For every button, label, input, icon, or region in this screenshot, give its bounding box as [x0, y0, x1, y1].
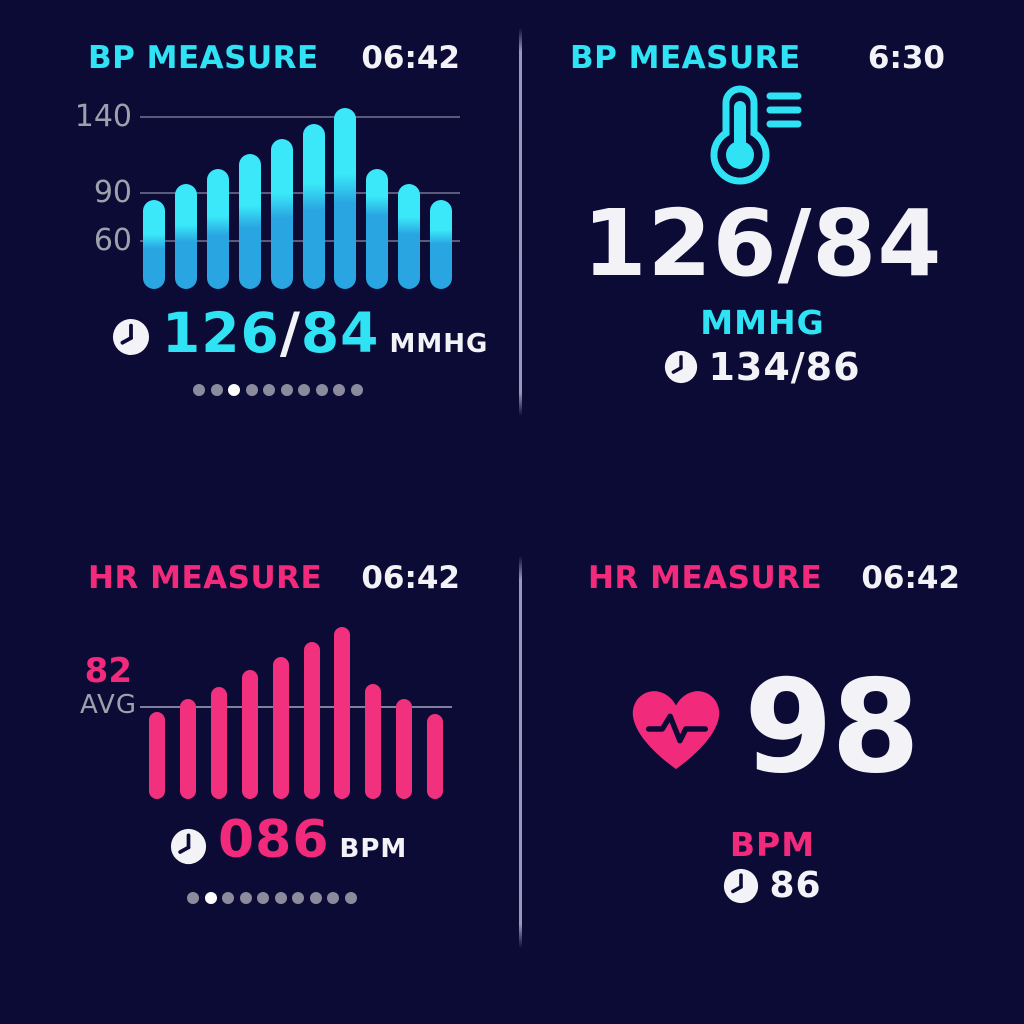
hr-reading-unit: BPM — [339, 834, 408, 864]
page-dot-active[interactable] — [228, 384, 241, 396]
hr-value-time: 06:42 — [861, 560, 960, 596]
hr-chart-time: 06:42 — [361, 560, 460, 596]
bp-main-value: 126/84 — [582, 190, 943, 297]
bp-bar — [174, 184, 197, 289]
bp-gridline-140 — [140, 116, 460, 118]
bp-last-reading: 134/86 — [530, 348, 995, 386]
heart-pulse-icon — [626, 684, 726, 774]
bp-reading: 126 / 84 MMHG — [162, 306, 488, 361]
clock-icon — [170, 828, 207, 865]
hr-page-indicator — [80, 892, 464, 904]
clock-icon — [723, 868, 759, 904]
bp-bar — [238, 154, 261, 289]
page-dot[interactable] — [350, 384, 363, 396]
bp-reading-unit: MMHG — [389, 329, 489, 359]
hr-bar — [149, 712, 165, 799]
bp-bar — [206, 169, 229, 289]
hr-last-reading: 86 — [540, 868, 1005, 904]
bp-bar — [302, 123, 325, 289]
bp-systolic-value: 126 — [162, 301, 280, 365]
hr-bar — [303, 641, 320, 799]
hr-last-value: 86 — [769, 865, 822, 906]
hr-bar — [334, 626, 351, 799]
bp-gridline-60 — [140, 240, 460, 242]
page-dot[interactable] — [222, 892, 235, 904]
hr-bar-chart — [86, 620, 470, 800]
bp-gridline-90 — [140, 192, 460, 194]
bp-bar — [430, 199, 453, 289]
page-dot[interactable] — [315, 384, 328, 396]
clock-icon — [112, 318, 150, 356]
bp-ytick-140: 140 — [74, 99, 132, 134]
clock-icon — [664, 350, 698, 384]
hr-bar — [272, 656, 289, 799]
bp-ytick-90: 90 — [93, 175, 132, 210]
hr-reading: 086 BPM — [218, 814, 407, 866]
hr-reading-value: 086 — [218, 810, 330, 870]
page-dot[interactable] — [274, 892, 287, 904]
hr-bar — [241, 670, 258, 799]
bp-monitor-icon — [702, 85, 814, 187]
hr-bar — [179, 698, 196, 799]
page-dot[interactable] — [245, 384, 258, 396]
bp-bar — [334, 108, 357, 289]
page-dot[interactable] — [187, 892, 200, 904]
page-dot[interactable] — [263, 384, 276, 396]
bp-chart-title: BP MEASURE — [88, 40, 319, 76]
hr-chart-title: HR MEASURE — [88, 560, 323, 596]
page-dot[interactable] — [210, 384, 223, 396]
bp-bar — [270, 138, 293, 289]
hr-main-value: 98 — [744, 653, 920, 802]
bp-value-title: BP MEASURE — [570, 40, 801, 76]
bp-bar-chart — [86, 100, 470, 295]
vertical-divider-bottom — [519, 556, 522, 948]
bp-last-value: 134/86 — [708, 345, 861, 389]
hr-bar — [365, 683, 382, 799]
page-dot[interactable] — [257, 892, 270, 904]
bp-reading-separator: / — [279, 301, 301, 365]
bp-bar — [143, 199, 165, 289]
page-dot[interactable] — [239, 892, 252, 904]
hr-avg-line — [140, 706, 452, 708]
hr-value-title: HR MEASURE — [588, 560, 823, 596]
page-dot[interactable] — [344, 892, 357, 904]
page-dot[interactable] — [292, 892, 305, 904]
page-dot[interactable] — [327, 892, 340, 904]
page-dot[interactable] — [309, 892, 322, 904]
page-dot[interactable] — [333, 384, 346, 396]
page-dot-active[interactable] — [204, 892, 217, 904]
page-dot[interactable] — [280, 384, 293, 396]
vertical-divider-top — [519, 28, 522, 416]
hr-bar — [396, 698, 413, 799]
hr-bar — [427, 713, 444, 799]
bp-value-time: 6:30 — [867, 40, 945, 76]
bp-ytick-60: 60 — [93, 223, 132, 258]
bp-chart-time: 06:42 — [361, 40, 460, 76]
bp-bar — [398, 184, 421, 289]
page-dot[interactable] — [193, 384, 206, 396]
hr-bar — [210, 686, 227, 799]
bp-diastolic-value: 84 — [300, 301, 380, 365]
hr-unit-label: BPM — [729, 825, 816, 864]
bp-bar — [366, 169, 389, 289]
page-dot[interactable] — [298, 384, 311, 396]
hr-avg-label: AVG — [79, 690, 137, 720]
hr-avg-value: 82 — [84, 651, 132, 691]
bp-unit-label: MMHG — [700, 303, 825, 342]
bp-page-indicator — [86, 384, 470, 396]
